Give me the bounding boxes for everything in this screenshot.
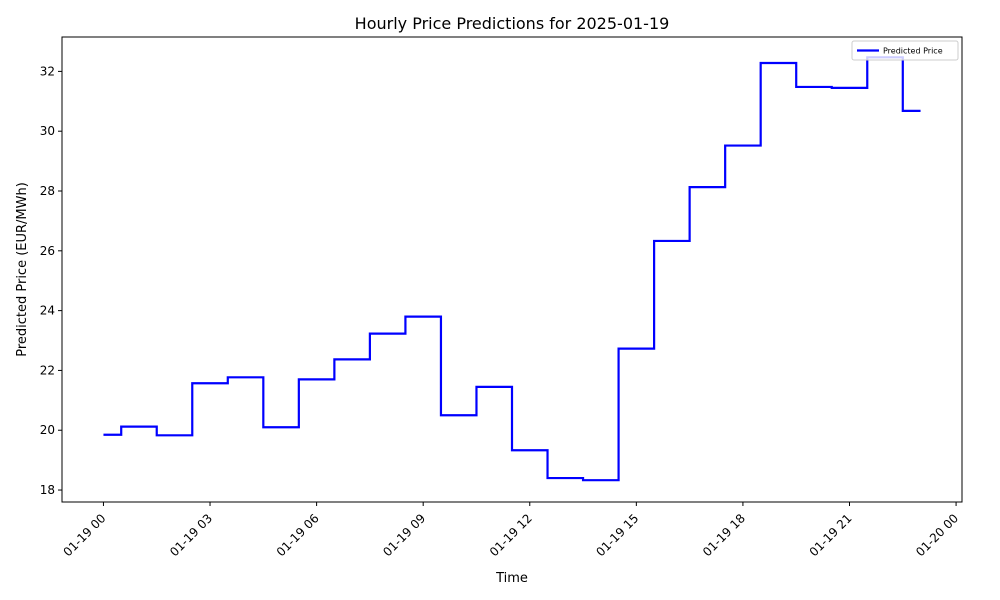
y-tick-label: 26 <box>40 244 55 258</box>
x-tick-label: 01-19 12 <box>487 511 535 559</box>
y-tick-label: 24 <box>40 304 55 318</box>
legend-label-predicted-price: Predicted Price <box>883 47 943 56</box>
x-tick-label: 01-19 03 <box>167 511 215 559</box>
x-tick-label: 01-19 06 <box>274 511 322 559</box>
plot-area-border <box>61 36 963 503</box>
legend: Predicted Price <box>851 40 959 61</box>
x-tick-label: 01-19 09 <box>380 511 428 559</box>
y-axis-title: Predicted Price (EUR/MWh) <box>15 182 30 357</box>
y-tick-label: 18 <box>40 483 55 497</box>
y-axis-ticks: 18 20 22 24 26 28 30 32 <box>40 64 62 497</box>
x-axis-title: Time <box>495 571 528 586</box>
y-tick-label: 30 <box>40 124 55 138</box>
y-tick-label: 20 <box>40 423 55 437</box>
x-tick-label: 01-20 00 <box>913 511 961 559</box>
legend-box <box>851 40 959 61</box>
y-tick-label: 28 <box>40 184 55 198</box>
axes-frame <box>61 36 963 503</box>
series-line-predicted-price <box>103 56 921 482</box>
x-tick-label: 01-19 18 <box>700 511 748 559</box>
x-tick-label: 01-19 00 <box>61 511 109 559</box>
y-tick-label: 32 <box>40 64 55 78</box>
x-tick-label: 01-19 15 <box>593 511 641 559</box>
y-tick-label: 22 <box>40 363 55 377</box>
series-layer <box>103 56 921 482</box>
x-axis-ticks: 01-19 00 01-19 03 01-19 06 01-19 09 01-19 12… <box>61 502 961 559</box>
chart-title: Hourly Price Predictions for 2025-01-19 <box>355 14 670 33</box>
x-tick-label: 01-19 21 <box>807 511 855 559</box>
